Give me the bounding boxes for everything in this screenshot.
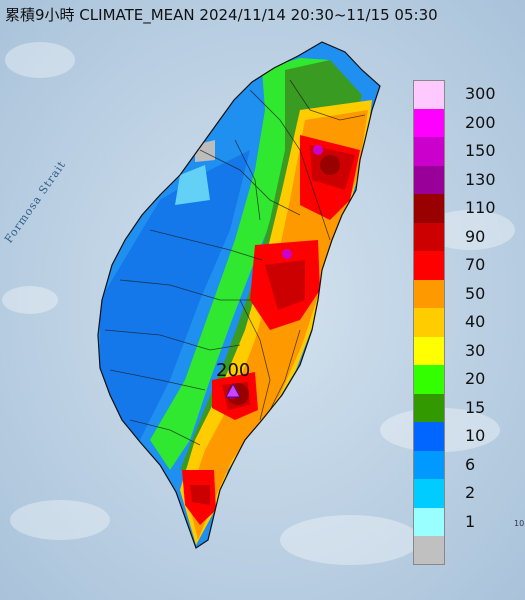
legend-swatch <box>413 165 445 194</box>
legend-label: 200 <box>465 112 496 132</box>
legend-item: 90 <box>413 222 517 251</box>
legend-item: 20 <box>413 365 517 394</box>
legend-item: 1 <box>413 507 517 536</box>
coastline <box>97 41 381 549</box>
legend-item: 2 <box>413 479 517 508</box>
legend-item: 15 <box>413 393 517 422</box>
legend-item <box>413 536 517 565</box>
legend-swatch <box>413 194 445 223</box>
color-legend: 300 200 150 130 110 90 70 50 40 30 20 15 10 6 2 1 <box>413 80 517 565</box>
cloud-texture <box>2 42 515 565</box>
legend-item: 50 <box>413 279 517 308</box>
legend-label: 2 <box>465 483 476 502</box>
legend-label: 70 <box>465 255 486 274</box>
legend-swatch <box>413 450 445 479</box>
legend-swatch <box>413 137 445 166</box>
legend-swatch <box>413 336 445 365</box>
legend-swatch <box>413 279 445 308</box>
legend-item: 40 <box>413 308 517 337</box>
legend-swatch <box>413 422 445 451</box>
legend-item: 130 <box>413 165 517 194</box>
legend-item: 300 <box>413 80 517 109</box>
legend-item: 10 <box>413 422 517 451</box>
legend-swatch <box>413 308 445 337</box>
legend-label: 300 <box>465 84 496 103</box>
legend-item: 110 <box>413 194 517 223</box>
legend-item: 150 <box>413 137 517 166</box>
peak-marker-icon <box>225 382 241 398</box>
legend-label: 150 <box>465 141 496 160</box>
legend-label: 20 <box>465 369 486 388</box>
legend-swatch <box>413 108 445 137</box>
legend-item: 30 <box>413 336 517 365</box>
legend-swatch <box>413 251 445 280</box>
peak-value-label: 200 <box>216 360 251 381</box>
legend-label: 6 <box>465 454 476 474</box>
legend-swatch <box>413 393 445 422</box>
legend-label: 1 <box>465 511 476 531</box>
legend-item: 6 <box>413 450 517 479</box>
legend-label: 50 <box>465 283 486 303</box>
legend-swatch <box>413 365 445 394</box>
legend-swatch <box>413 536 445 565</box>
legend-swatch <box>413 479 445 508</box>
legend-label: 110 <box>465 198 496 217</box>
legend-label: 90 <box>465 226 486 246</box>
legend-swatch <box>413 222 445 251</box>
legend-label: 130 <box>465 169 496 189</box>
legend-item: 200 <box>413 108 517 137</box>
edge-label: 10 <box>514 519 525 528</box>
legend-label: 15 <box>465 397 486 417</box>
legend-swatch <box>413 80 445 109</box>
legend-label: 40 <box>465 312 486 331</box>
legend-label: 30 <box>465 340 486 360</box>
page-title: 累積9小時 CLIMATE_MEAN 2024/11/14 20:30~11/1… <box>5 6 438 24</box>
legend-label: 10 <box>465 426 486 445</box>
legend-swatch <box>413 507 445 536</box>
legend-item: 70 <box>413 251 517 280</box>
